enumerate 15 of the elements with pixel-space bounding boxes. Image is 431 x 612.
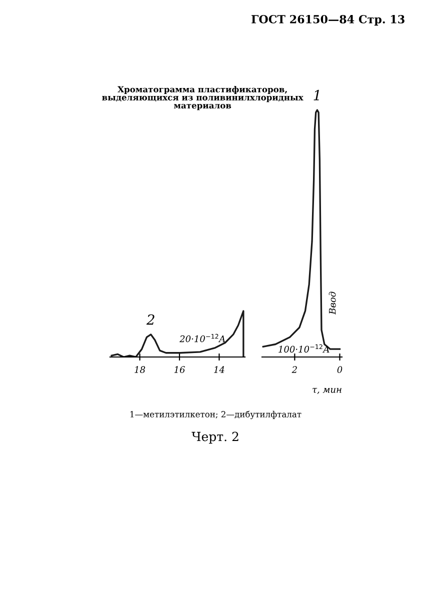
text: Черт. 2 (192, 432, 238, 444)
x-axis-title: τ, мин (312, 388, 342, 394)
annotation: 1 (314, 90, 319, 100)
chart-title: Хроматограмма пластификаторов, выделяющихся из поливинилхлоридных материалов (102, 86, 304, 110)
x-tick-label: 16 (174, 366, 185, 374)
annotation: Ввод (328, 292, 336, 315)
x-tick-label: 18 (134, 366, 146, 374)
annotation: 20·10$^{−12}$A (180, 334, 226, 342)
text: 1—метилэтилкетон; 2—дибутилфталат (130, 410, 302, 420)
x-tick-label: 0 (337, 366, 342, 374)
text: ГОСТ 26150—84 Стр. 13 (252, 15, 404, 26)
annotation: 2 (146, 314, 154, 325)
x-tick-label: 14 (214, 366, 224, 373)
annotation: 100·10$^{−12}$A (278, 344, 330, 353)
x-tick-label: 2 (292, 366, 297, 373)
